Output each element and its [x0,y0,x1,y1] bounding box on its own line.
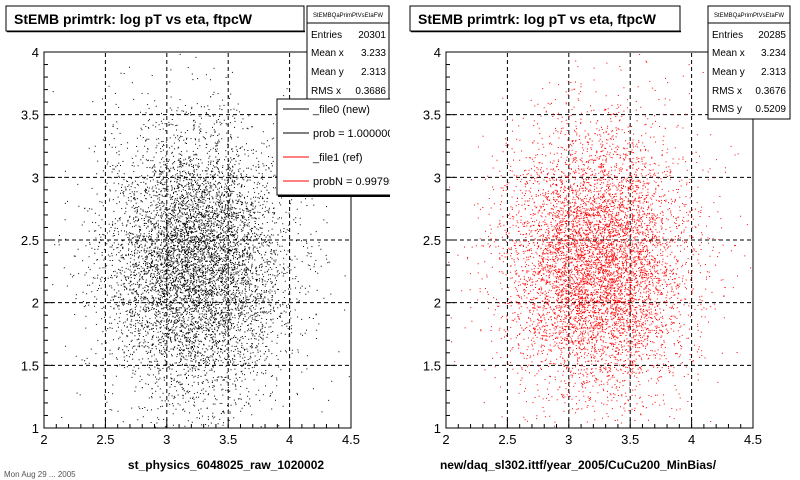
right-stats-value: 0.5209 [755,104,786,115]
left-y-tick-label: 2 [32,296,39,311]
left-stats-value: 0.3686 [355,86,386,97]
right-y-tick-label: 2 [434,296,441,311]
right-title-box [409,5,681,32]
left-stats-value: 3.233 [361,48,386,59]
left-x-tick-label: 4 [286,432,293,447]
legend-box [276,98,390,196]
right-stats-label: Mean x [712,48,745,59]
right-scatter-points [448,54,752,429]
right-x-tick-label: 2 [442,432,449,447]
left-axes: 2 2.5 3 3.5 4 4.5 1 1.5 2 2.5 3 3.5 4 [21,45,360,447]
right-stats-box [707,5,791,120]
right-y-tick-label: 3 [434,170,441,185]
right-scatter-markers [448,54,752,429]
left-stats-label: RMS x [311,86,341,97]
left-x-tick-label: 4.5 [342,432,360,447]
right-stats-value: 3.234 [761,48,786,59]
right-x-tick-label: 2.5 [498,432,516,447]
left-y-tick-label: 1.5 [21,358,39,373]
right-pad: 2 2.5 3 3.5 4 4.5 1 1.5 2 2.5 3 3.5 4 new/daq_sl302.… [409,5,791,472]
left-stats-value: 2.313 [361,67,386,78]
left-y-tick-label: 3 [32,170,39,185]
right-y-tick-label: 4 [434,45,441,60]
right-stats-label: Entries [712,30,743,41]
right-x-tick-label: 4 [688,432,695,447]
right-stats-value: 20285 [758,30,786,41]
left-stats-label: Mean x [311,48,344,59]
left-stats-value: 20301 [358,30,386,41]
left-x-axis-label: st_physics_6048025_raw_1020002 [128,458,324,472]
right-y-tick-label: 1 [434,421,441,436]
legend-entry-2: _file1 (ref) [312,152,363,164]
right-stats-name: StEMBQaPrimPtVsEtaFW [714,13,784,19]
left-title-box [5,5,305,32]
right-stats-value: 0.3676 [755,86,786,97]
left-y-tick-label: 3.5 [21,108,39,123]
legend-entry-1: prob = 1.000000 [313,128,393,140]
left-y-tick-label: 1 [32,421,39,436]
right-chart-title: StEMB primtrk: log pT vs eta, ftpcW [418,11,657,27]
right-x-tick-label: 3 [565,432,572,447]
footer-timestamp: Mon Aug 29 ... 2005 [4,470,76,479]
legend-entry-3: probN = 0.997959 [313,176,401,188]
left-x-tick-label: 3 [163,432,170,447]
right-stats-value: 2.313 [761,67,786,78]
left-stats-name: StEMBQaPrimPtVsEtaFW [313,13,383,19]
left-x-tick-label: 2.5 [96,432,114,447]
right-y-tick-label: 1.5 [423,358,441,373]
right-x-axis-label: new/daq_sl302.ittf/year_2005/CuCu200_Min… [440,458,717,472]
right-grid [446,52,753,428]
right-stats-label: Mean y [712,67,745,78]
left-pad: 2 2.5 3 3.5 4 4.5 1 1.5 2 2.5 3 3.5 4 st_physics_604… [5,5,401,472]
right-axes: 2 2.5 3 3.5 4 4.5 1 1.5 2 2.5 3 3.5 4 [423,45,762,447]
left-stats-label: Mean y [311,67,344,78]
left-stats-label: Entries [311,30,342,41]
left-chart-title: StEMB primtrk: log pT vs eta, ftpcW [14,11,253,27]
left-y-tick-label: 2.5 [21,233,39,248]
right-stats-label: RMS x [712,86,742,97]
right-y-tick-label: 2.5 [423,233,441,248]
right-y-tick-label: 3.5 [423,108,441,123]
left-y-tick-label: 4 [32,45,39,60]
right-x-tick-label: 3.5 [621,432,639,447]
legend: _file0 (new) prob = 1.000000 _file1 (ref… [276,98,401,197]
legend-entry-0: _file0 (new) [312,104,370,116]
right-x-tick-label: 4.5 [744,432,762,447]
right-stats-label: RMS y [712,104,742,115]
left-x-tick-label: 2 [40,432,47,447]
left-x-tick-label: 3.5 [219,432,237,447]
